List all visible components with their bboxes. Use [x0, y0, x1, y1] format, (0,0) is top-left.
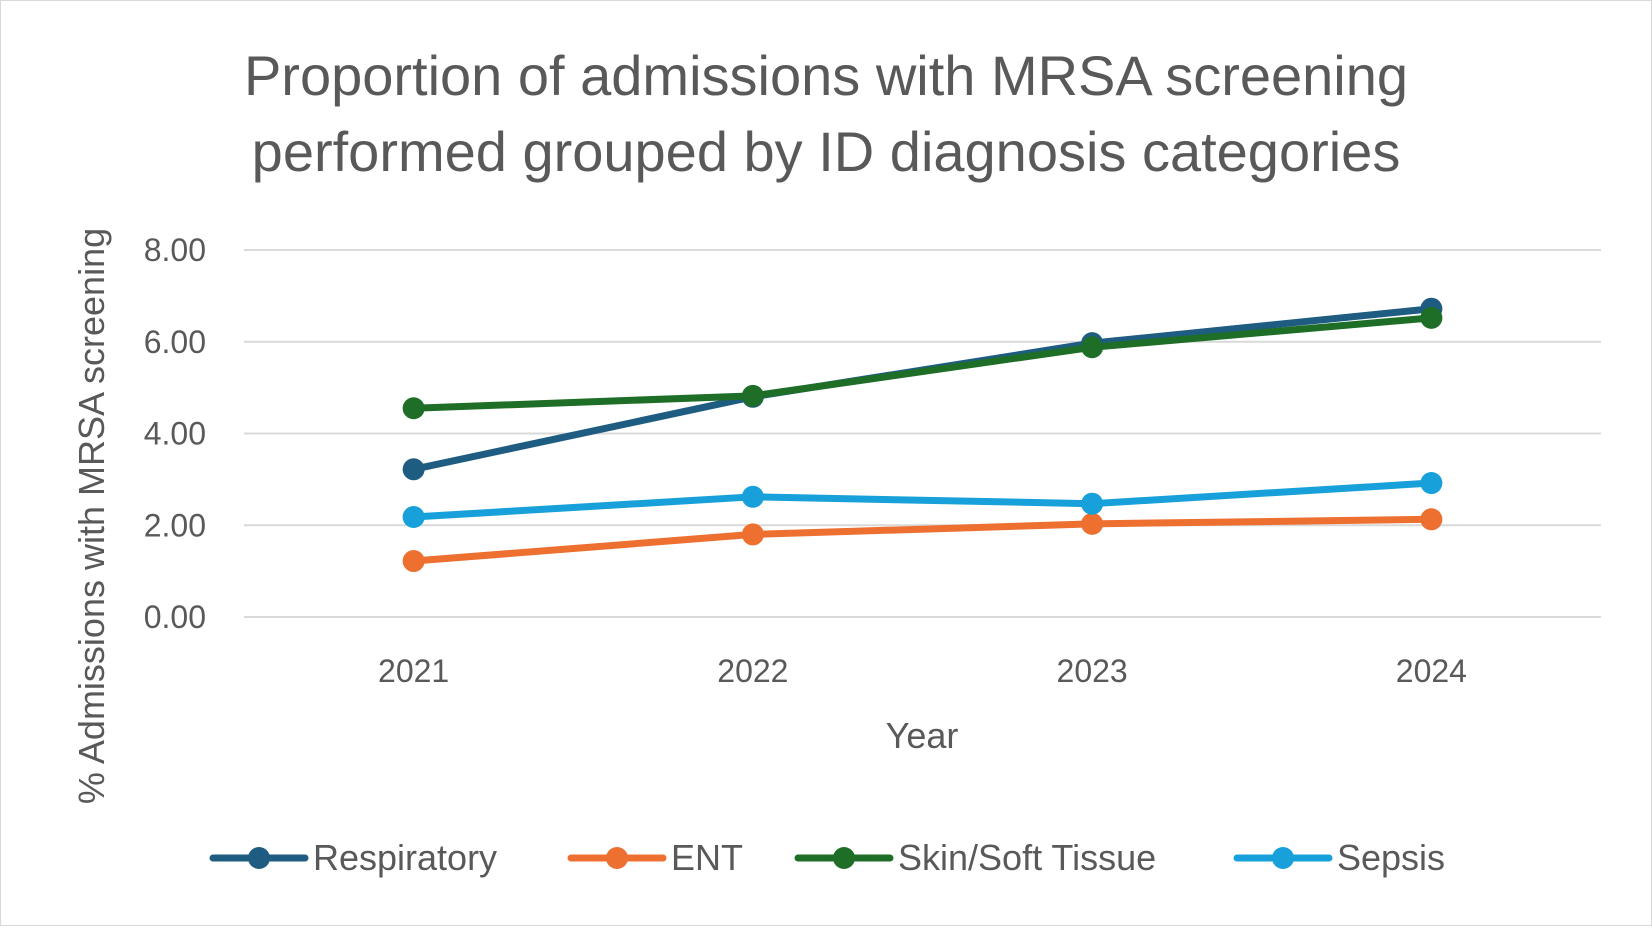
data-point-sepsis	[402, 505, 425, 528]
legend-item-sepsis: Sepsis	[1233, 837, 1445, 878]
legend-item-skin-soft-tissue: Skin/Soft Tissue	[794, 837, 1156, 878]
data-point-sepsis	[1420, 472, 1443, 495]
y-axis-ticks: 0.00 2.00 4.00 6.00 8.00	[144, 232, 206, 635]
x-tick-label: 2023	[1057, 653, 1128, 689]
legend-swatch-marker	[248, 847, 270, 869]
y-tick-label: 6.00	[144, 324, 206, 360]
x-tick-label: 2024	[1396, 653, 1467, 689]
data-point-respiratory	[402, 458, 425, 481]
legend-label: ENT	[671, 837, 743, 878]
data-point-skin-soft-tissue	[741, 384, 764, 407]
y-axis-label: % Admissions with MRSA screening	[71, 228, 112, 804]
gridlines	[244, 249, 1601, 618]
legend-swatch-marker	[606, 847, 628, 869]
series-points	[402, 297, 1443, 573]
legend-label: Respiratory	[313, 837, 497, 878]
series-line-sepsis	[410, 479, 1435, 521]
legend-swatch-marker	[833, 847, 855, 869]
legend-label: Sepsis	[1337, 837, 1445, 878]
legend-label: Skin/Soft Tissue	[898, 837, 1156, 878]
data-point-skin-soft-tissue	[1420, 306, 1443, 329]
x-tick-label: 2021	[378, 653, 449, 689]
x-axis-ticks: 2021 2022 2023 2024	[378, 653, 1467, 689]
x-tick-label: 2022	[717, 653, 788, 689]
data-point-sepsis	[741, 485, 764, 508]
data-point-skin-soft-tissue	[1081, 336, 1104, 359]
data-point-ent	[1420, 508, 1443, 531]
legend-item-respiratory: Respiratory	[209, 837, 497, 878]
chart-title-line-2: performed grouped by ID diagnosis catego…	[252, 120, 1401, 183]
data-point-ent	[741, 523, 764, 546]
y-tick-label: 2.00	[144, 507, 206, 543]
series-lines	[410, 305, 1435, 565]
legend: Respiratory ENT Skin/Soft Tissue Sepsis	[209, 837, 1445, 878]
series-line-ent	[410, 515, 1435, 565]
series-line-skin-soft-tissue	[410, 314, 1435, 412]
legend-item-ent: ENT	[567, 837, 743, 878]
data-point-ent	[1081, 512, 1104, 535]
x-axis-label: Year	[886, 715, 959, 756]
data-point-skin-soft-tissue	[402, 397, 425, 420]
y-tick-label: 4.00	[144, 416, 206, 452]
y-tick-label: 8.00	[144, 232, 206, 268]
chart-title-line-1: Proportion of admissions with MRSA scree…	[244, 44, 1408, 107]
data-point-ent	[402, 550, 425, 573]
legend-swatch-marker	[1272, 847, 1294, 869]
y-tick-label: 0.00	[144, 599, 206, 635]
data-point-sepsis	[1081, 492, 1104, 515]
